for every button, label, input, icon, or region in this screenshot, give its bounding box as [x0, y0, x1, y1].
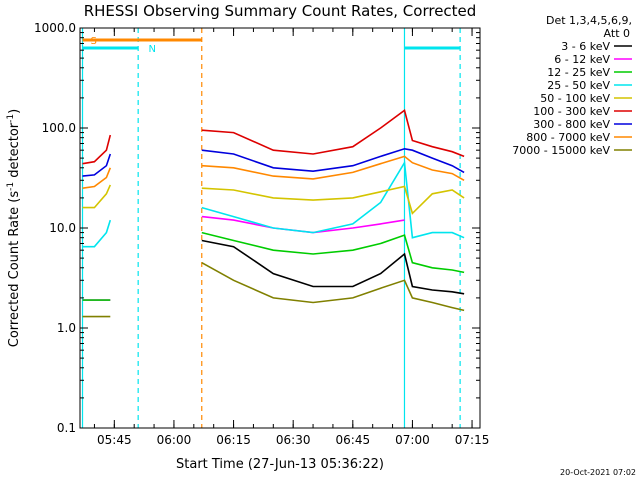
series-line — [201, 239, 465, 295]
x-tick-label: 07:00 — [395, 433, 430, 447]
legend-entry-label: 3 - 6 keV — [561, 40, 610, 53]
series-line — [82, 167, 112, 189]
flags-layer: SN — [82, 36, 461, 55]
series-line — [82, 153, 112, 177]
x-tick-label: 06:45 — [336, 433, 371, 447]
x-tick-label: 07:15 — [455, 433, 490, 447]
legend-entry-label: 50 - 100 keV — [540, 92, 610, 105]
chart-title: RHESSI Observing Summary Count Rates, Co… — [84, 2, 477, 20]
footer-timestamp: 20-Oct-2021 07:02 — [560, 468, 636, 477]
legend-entry-label: 800 - 7000 keV — [526, 131, 610, 144]
legend-entry-label: 7000 - 15000 keV — [512, 144, 610, 157]
series-line — [201, 215, 405, 234]
x-tick-label: 06:30 — [276, 433, 311, 447]
y-axis: 0.1 1.0 10.0 100.0 1000.0 — [34, 21, 480, 435]
x-axis: 05:45 06:00 06:15 06:30 06:45 07:00 07:15 — [93, 28, 490, 447]
legend-entry-label: 100 - 300 keV — [533, 105, 610, 118]
legend-entry-label: 25 - 50 keV — [547, 79, 610, 92]
y-tick-label: 10.0 — [49, 221, 76, 235]
series-line — [201, 160, 465, 239]
markers-layer — [81, 28, 461, 428]
series-line — [201, 155, 465, 181]
y-tick-label: 1.0 — [57, 321, 76, 335]
legend-header-line-2: Att 0 — [604, 27, 630, 40]
x-tick-label: 06:00 — [157, 433, 192, 447]
series-line — [82, 219, 112, 248]
legend-header-line-1: Det 1,3,4,5,6,9, — [546, 14, 632, 27]
series-line — [82, 134, 112, 165]
flag-label: S — [91, 36, 97, 47]
legend-entry-label: 12 - 25 keV — [547, 66, 610, 79]
x-tick-label: 05:45 — [97, 433, 132, 447]
y-tick-label: 100.0 — [42, 121, 76, 135]
x-tick-label: 06:15 — [216, 433, 251, 447]
x-axis-label: Start Time (27-Jun-13 05:36:22) — [176, 457, 384, 472]
legend-entry-label: 6 - 12 keV — [554, 53, 610, 66]
y-axis-label: Corrected Count Rate (s-1 detector-1) — [6, 109, 22, 347]
y-tick-label: 0.1 — [57, 421, 76, 435]
series-line — [201, 109, 465, 158]
flag-label: N — [149, 44, 156, 55]
series-line — [82, 184, 112, 209]
y-tick-label: 1000.0 — [34, 21, 76, 35]
series-layer — [82, 109, 465, 318]
legend-entry-label: 300 - 800 keV — [533, 118, 610, 131]
series-line — [201, 147, 465, 174]
series-line — [201, 231, 465, 274]
series-line — [201, 262, 465, 312]
series-line — [201, 185, 465, 215]
